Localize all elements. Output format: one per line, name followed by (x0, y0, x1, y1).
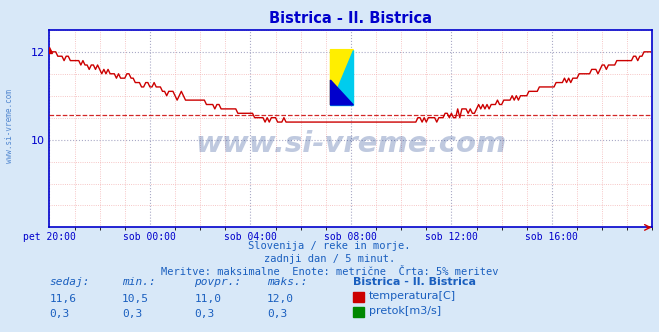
Text: 0,3: 0,3 (267, 309, 287, 319)
Text: pretok[m3/s]: pretok[m3/s] (369, 306, 441, 316)
Text: 10,5: 10,5 (122, 294, 149, 304)
Text: temperatura[C]: temperatura[C] (369, 291, 456, 301)
Text: 0,3: 0,3 (194, 309, 215, 319)
Text: Bistrica - Il. Bistrica: Bistrica - Il. Bistrica (353, 277, 476, 287)
Title: Bistrica - Il. Bistrica: Bistrica - Il. Bistrica (270, 11, 432, 26)
Text: 0,3: 0,3 (49, 309, 70, 319)
Text: 11,6: 11,6 (49, 294, 76, 304)
Text: 12,0: 12,0 (267, 294, 294, 304)
Text: Meritve: maksimalne  Enote: metrične  Črta: 5% meritev: Meritve: maksimalne Enote: metrične Črta… (161, 267, 498, 277)
Text: maks.:: maks.: (267, 277, 307, 287)
Text: sedaj:: sedaj: (49, 277, 90, 287)
Polygon shape (330, 49, 353, 105)
Text: min.:: min.: (122, 277, 156, 287)
Polygon shape (330, 49, 353, 105)
Text: www.si-vreme.com: www.si-vreme.com (5, 89, 14, 163)
Text: Slovenija / reke in morje.: Slovenija / reke in morje. (248, 241, 411, 251)
Text: povpr.:: povpr.: (194, 277, 242, 287)
Text: 11,0: 11,0 (194, 294, 221, 304)
Text: 0,3: 0,3 (122, 309, 142, 319)
Text: www.si-vreme.com: www.si-vreme.com (195, 130, 507, 158)
Text: zadnji dan / 5 minut.: zadnji dan / 5 minut. (264, 254, 395, 264)
Polygon shape (330, 80, 353, 105)
